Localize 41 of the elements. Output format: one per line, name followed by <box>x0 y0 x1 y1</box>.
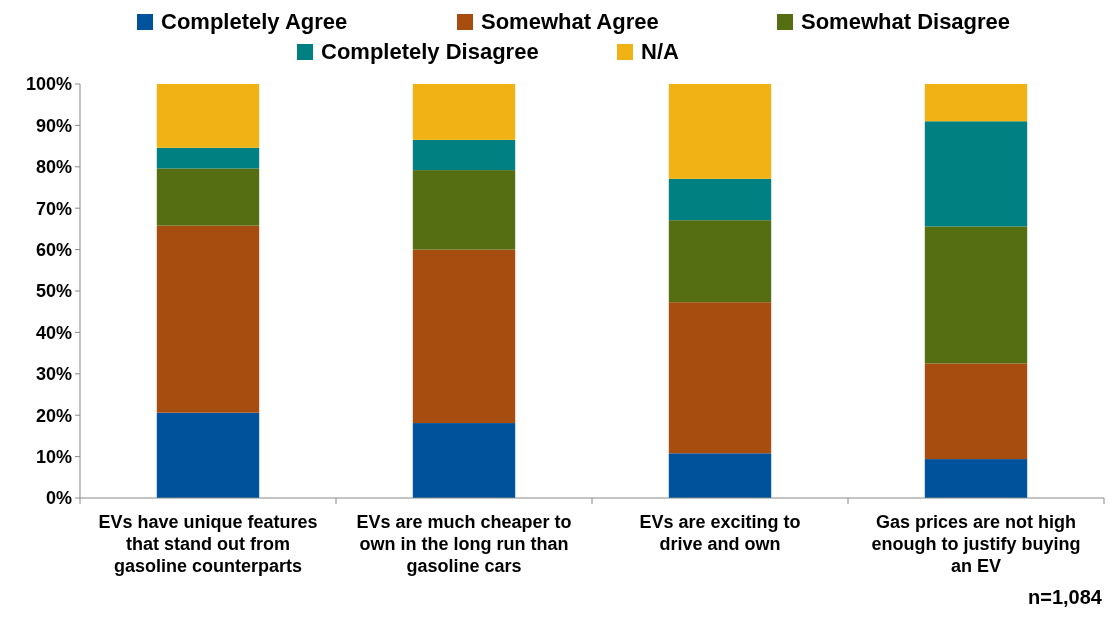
y-tick-label: 10% <box>35 446 72 467</box>
legend-label: N/A <box>641 39 679 64</box>
bar <box>156 147 260 169</box>
bar <box>668 302 772 454</box>
legend-label: Completely Disagree <box>321 39 539 64</box>
bar <box>412 423 516 498</box>
y-tick-label: 50% <box>35 281 72 302</box>
bar <box>412 84 516 140</box>
bar <box>156 84 260 148</box>
y-tick-label: 30% <box>35 364 72 385</box>
x-tick-label: Gas prices are not high enough to justify buying an EV <box>871 512 1081 576</box>
y-tick-label: 90% <box>35 115 72 136</box>
bar <box>668 84 772 179</box>
y-tick-label: 0% <box>45 488 72 509</box>
y-tick-label: 100% <box>25 74 72 95</box>
legend-label: Completely Agree <box>161 9 348 34</box>
bar <box>924 84 1028 122</box>
x-tick-label: EVs are exciting to drive and own <box>639 512 801 554</box>
x-tick-label: EVs have unique features that stand out from gasoline counterparts <box>98 512 318 576</box>
bar <box>156 168 260 226</box>
y-tick-label: 80% <box>35 157 72 178</box>
bar <box>924 459 1028 498</box>
bar <box>156 412 260 498</box>
legend-label: Somewhat Disagree <box>801 9 1011 34</box>
bar <box>924 121 1028 227</box>
bar <box>668 178 772 221</box>
bar <box>668 453 772 498</box>
y-tick-label: 20% <box>35 405 72 426</box>
x-tick-label: EVs are much cheaper to own in the long run than gasoline cars <box>356 512 572 576</box>
bar <box>156 225 260 413</box>
bar <box>668 220 772 303</box>
legend-label: Somewhat Agree <box>481 9 659 34</box>
bar <box>412 139 516 171</box>
y-tick-label: 70% <box>35 198 72 219</box>
y-tick-label: 40% <box>35 322 72 343</box>
y-tick-label: 60% <box>35 239 72 260</box>
text: n=1,084 <box>1028 586 1103 608</box>
bar <box>412 249 516 424</box>
bar <box>924 226 1028 364</box>
bar <box>924 363 1028 460</box>
bar <box>412 170 516 250</box>
